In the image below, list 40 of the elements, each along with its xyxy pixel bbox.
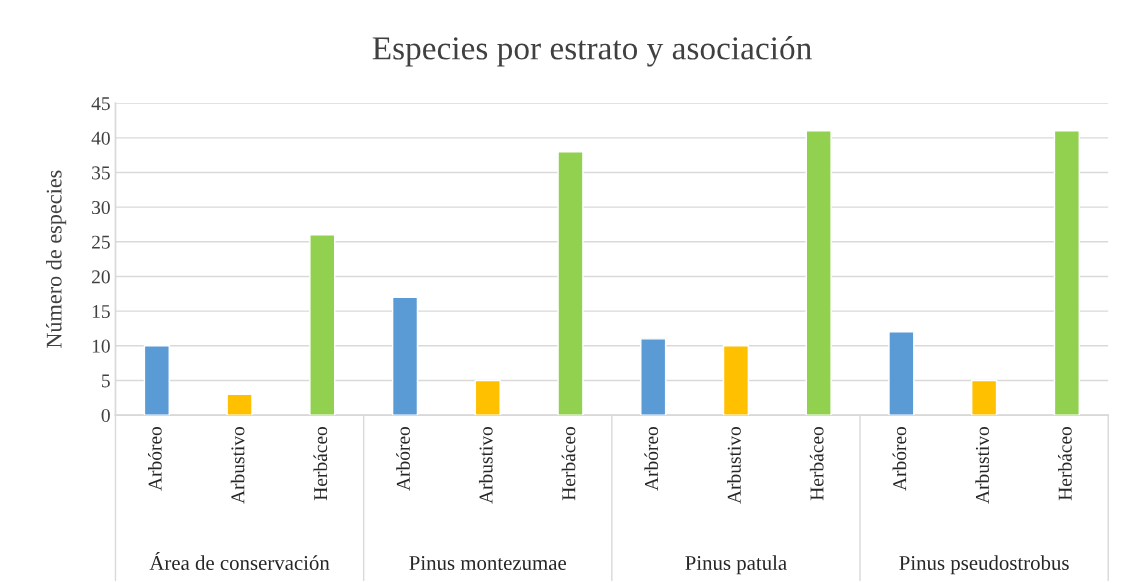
- text: Pinus patula: [685, 555, 787, 575]
- x-tick-label: Arbustivo: [478, 426, 493, 504]
- x-tick-label: Herbáceo: [313, 426, 328, 501]
- bar: [888, 331, 915, 416]
- text: Pinus pseudostrobus: [899, 555, 1069, 575]
- x-tick-label: Arbustivo: [230, 426, 245, 504]
- bar: [557, 151, 584, 416]
- x-tick-label: Herbáceo: [809, 426, 824, 501]
- y-tick-label: 30: [92, 200, 110, 215]
- y-tick-label: 10: [92, 339, 110, 353]
- y-tick-label: 5: [102, 374, 110, 388]
- x-tick-label: Arbóreo: [147, 426, 162, 491]
- x-tick-label: Arbóreo: [644, 426, 659, 491]
- bar: [1053, 130, 1080, 416]
- y-tick-label: 20: [92, 270, 110, 284]
- y-tick-label: 35: [92, 166, 110, 180]
- y-tick-label: 40: [91, 131, 110, 145]
- bar: [722, 345, 750, 416]
- x-tick-label: Arbustivo: [975, 426, 989, 504]
- chart-title: Especies por estrato y asociación: [372, 36, 812, 67]
- bar: [309, 234, 336, 416]
- bar: [805, 130, 832, 416]
- bar: [474, 379, 501, 416]
- bar: [971, 379, 998, 416]
- text: Área de conservación: [149, 552, 330, 571]
- x-tick-label: Arbóreo: [396, 426, 410, 491]
- bar: [143, 345, 170, 416]
- y-tick-label: 25: [92, 235, 110, 249]
- bar: [640, 338, 667, 416]
- x-tick-label: Herbáceo: [1058, 426, 1072, 501]
- text: Pinus montezumae: [409, 556, 567, 571]
- y-tick-label: 0: [101, 408, 110, 423]
- x-tick-label: Arbustivo: [727, 426, 741, 504]
- bar: [391, 296, 419, 416]
- y-tick-label: 15: [92, 305, 110, 319]
- bar: [226, 393, 253, 416]
- y-tick-label: 45: [91, 97, 110, 111]
- y-axis-title: Número de especies: [45, 170, 67, 348]
- x-tick-label: Herbáceo: [561, 426, 576, 501]
- x-tick-label: Arbóreo: [892, 426, 907, 491]
